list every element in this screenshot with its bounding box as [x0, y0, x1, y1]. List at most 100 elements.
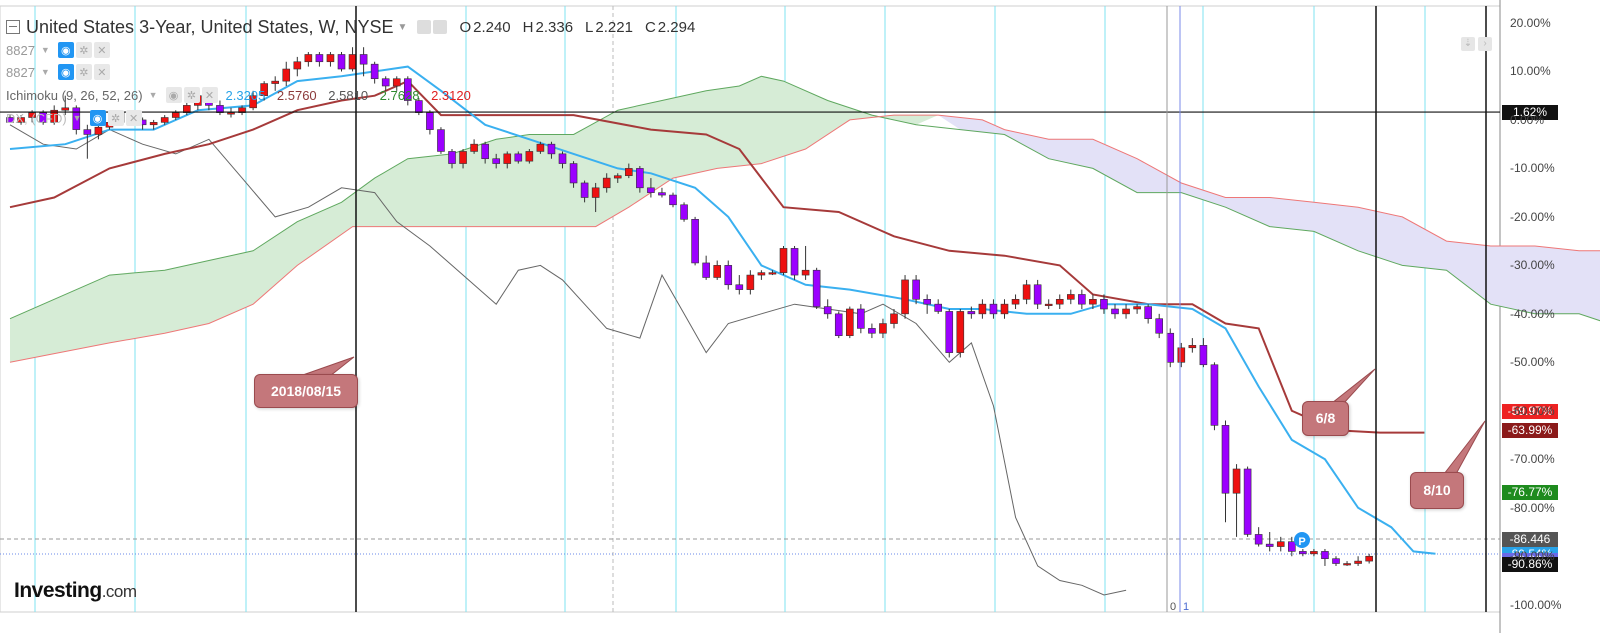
y-axis-tick: -10.00% — [1510, 161, 1555, 176]
indicator-row-8827-b[interactable]: 8827 ▼ ◉ ✲ ✕ — [6, 63, 112, 81]
candle-body — [1000, 303, 1009, 315]
chikou-span-line — [9, 124, 1127, 596]
candle-body — [602, 177, 611, 189]
candle-body — [1254, 534, 1263, 545]
ohlc-high: H 2.336 — [522, 18, 574, 36]
gear-icon[interactable]: ✲ — [183, 87, 200, 103]
y-axis-tick: 0.00% — [1510, 112, 1545, 127]
gear-icon[interactable]: ✲ — [75, 42, 92, 58]
eye-icon[interactable]: ◉ — [165, 87, 182, 103]
candle-body — [1033, 284, 1042, 305]
ichimoku-cloud-bearish — [938, 115, 1600, 321]
bottom-label-0: 0 — [1170, 601, 1177, 613]
candle-body — [17, 117, 25, 123]
candle-body — [260, 83, 268, 96]
gear-icon[interactable]: ✲ — [107, 110, 124, 126]
price-tag: 1.62% — [1502, 105, 1558, 121]
candle-body — [613, 175, 622, 179]
price-tag: -90.86% — [1502, 557, 1558, 572]
candle-body — [437, 129, 445, 152]
candle-body — [956, 311, 965, 353]
investing-logo[interactable]: Investing.com — [14, 579, 137, 603]
candle-body — [61, 107, 70, 111]
gear-icon[interactable]: ✲ — [75, 64, 92, 80]
candle-body — [249, 95, 257, 109]
tenkan-sen-line — [9, 65, 1436, 555]
eye-icon[interactable] — [417, 20, 432, 34]
chevron-down-icon[interactable]: ▼ — [40, 67, 50, 77]
legend-settings-group[interactable] — [417, 20, 448, 34]
candle-body — [967, 311, 976, 315]
candle-body — [746, 274, 755, 290]
candle-body — [812, 269, 821, 307]
candle-body — [370, 63, 379, 80]
candle-body — [658, 192, 666, 196]
chevron-down-icon[interactable]: ▼ — [72, 113, 82, 123]
candle-body — [50, 109, 59, 123]
eye-icon[interactable]: ◉ — [57, 64, 74, 80]
indicator-row-ichimoku[interactable]: Ichimoku (9, 26, 52, 26) ▼ ◉ ✲ ✕ 2.3205 … — [6, 86, 479, 104]
callout-2018-08-15[interactable]: 2018/08/15 — [254, 374, 358, 408]
candle-body — [845, 308, 854, 336]
ohlc-open: O 2.240 — [459, 18, 511, 36]
candle-body — [680, 204, 688, 220]
y-axis-tick: -40.00% — [1510, 306, 1555, 321]
callout-label: 8/10 — [1423, 482, 1451, 498]
candle-body — [934, 303, 943, 312]
candle-body — [1321, 551, 1329, 559]
indicator-name: 8827 — [6, 64, 35, 80]
ichimoku-values: 2.3205 2.5760 2.5810 2.7628 2.3120 — [226, 88, 479, 103]
close-icon[interactable]: ✕ — [93, 42, 110, 58]
candle-body — [1011, 299, 1020, 305]
candle-body — [1067, 294, 1075, 300]
collapse-legend-icon[interactable] — [6, 20, 20, 34]
candle-body — [569, 163, 578, 184]
candle-body — [923, 299, 931, 305]
chart-scroll-controls[interactable]: ⇣ › — [1461, 37, 1492, 51]
close-icon[interactable]: ✕ — [201, 87, 218, 103]
candle-body — [713, 265, 722, 278]
logo-brand: Investing — [14, 579, 102, 602]
candle-body — [514, 153, 523, 162]
candle-body — [1177, 347, 1186, 363]
candle-body — [1044, 303, 1053, 306]
eye-icon[interactable]: ◉ — [89, 110, 106, 126]
chevron-down-icon[interactable]: ▼ — [397, 21, 408, 33]
scroll-down-icon[interactable]: ⇣ — [1461, 37, 1475, 51]
scroll-right-icon[interactable]: › — [1478, 37, 1492, 51]
candle-body — [912, 279, 920, 300]
candle-body — [459, 151, 467, 164]
eye-icon[interactable]: ◉ — [57, 42, 74, 58]
indicator-name: 8827 — [6, 42, 35, 58]
chart-title: United States 3-Year, United States, W, … — [26, 16, 394, 37]
candle-body — [448, 151, 456, 164]
close-icon[interactable]: ✕ — [93, 64, 110, 80]
candle-body — [1199, 345, 1208, 366]
candle-body — [1243, 468, 1252, 535]
callout-6-8[interactable]: 6/8 — [1302, 401, 1349, 436]
callout-8-10[interactable]: 8/10 — [1410, 472, 1464, 509]
candle-body — [6, 117, 14, 123]
candle-body — [558, 153, 567, 164]
indicator-row-8827-a[interactable]: 8827 ▼ ◉ ✲ ✕ — [6, 41, 112, 59]
candle-body — [1089, 299, 1097, 305]
close-icon[interactable]: ✕ — [125, 110, 142, 126]
candle-body — [1265, 543, 1274, 547]
y-axis-tick: -60.00% — [1510, 403, 1555, 418]
indicator-row-dx[interactable]: DX, (CFD) ▼ ◉ ✲ ✕ — [6, 109, 144, 127]
candle-body — [271, 80, 280, 84]
candle-body — [1144, 306, 1152, 319]
candle-body — [359, 54, 368, 65]
candle-body — [392, 78, 401, 87]
ichimoku-value: 2.3205 — [225, 87, 266, 103]
price-tag: -59.97% — [1502, 403, 1558, 419]
chevron-down-icon[interactable]: ▼ — [148, 90, 158, 100]
candle-body — [636, 168, 644, 189]
gear-icon[interactable] — [433, 20, 448, 34]
callout-label: 2018/08/15 — [270, 383, 342, 399]
candle-body — [171, 112, 180, 118]
candle-body — [1111, 308, 1119, 315]
chevron-down-icon[interactable]: ▼ — [40, 45, 50, 55]
candle-body — [624, 168, 633, 176]
